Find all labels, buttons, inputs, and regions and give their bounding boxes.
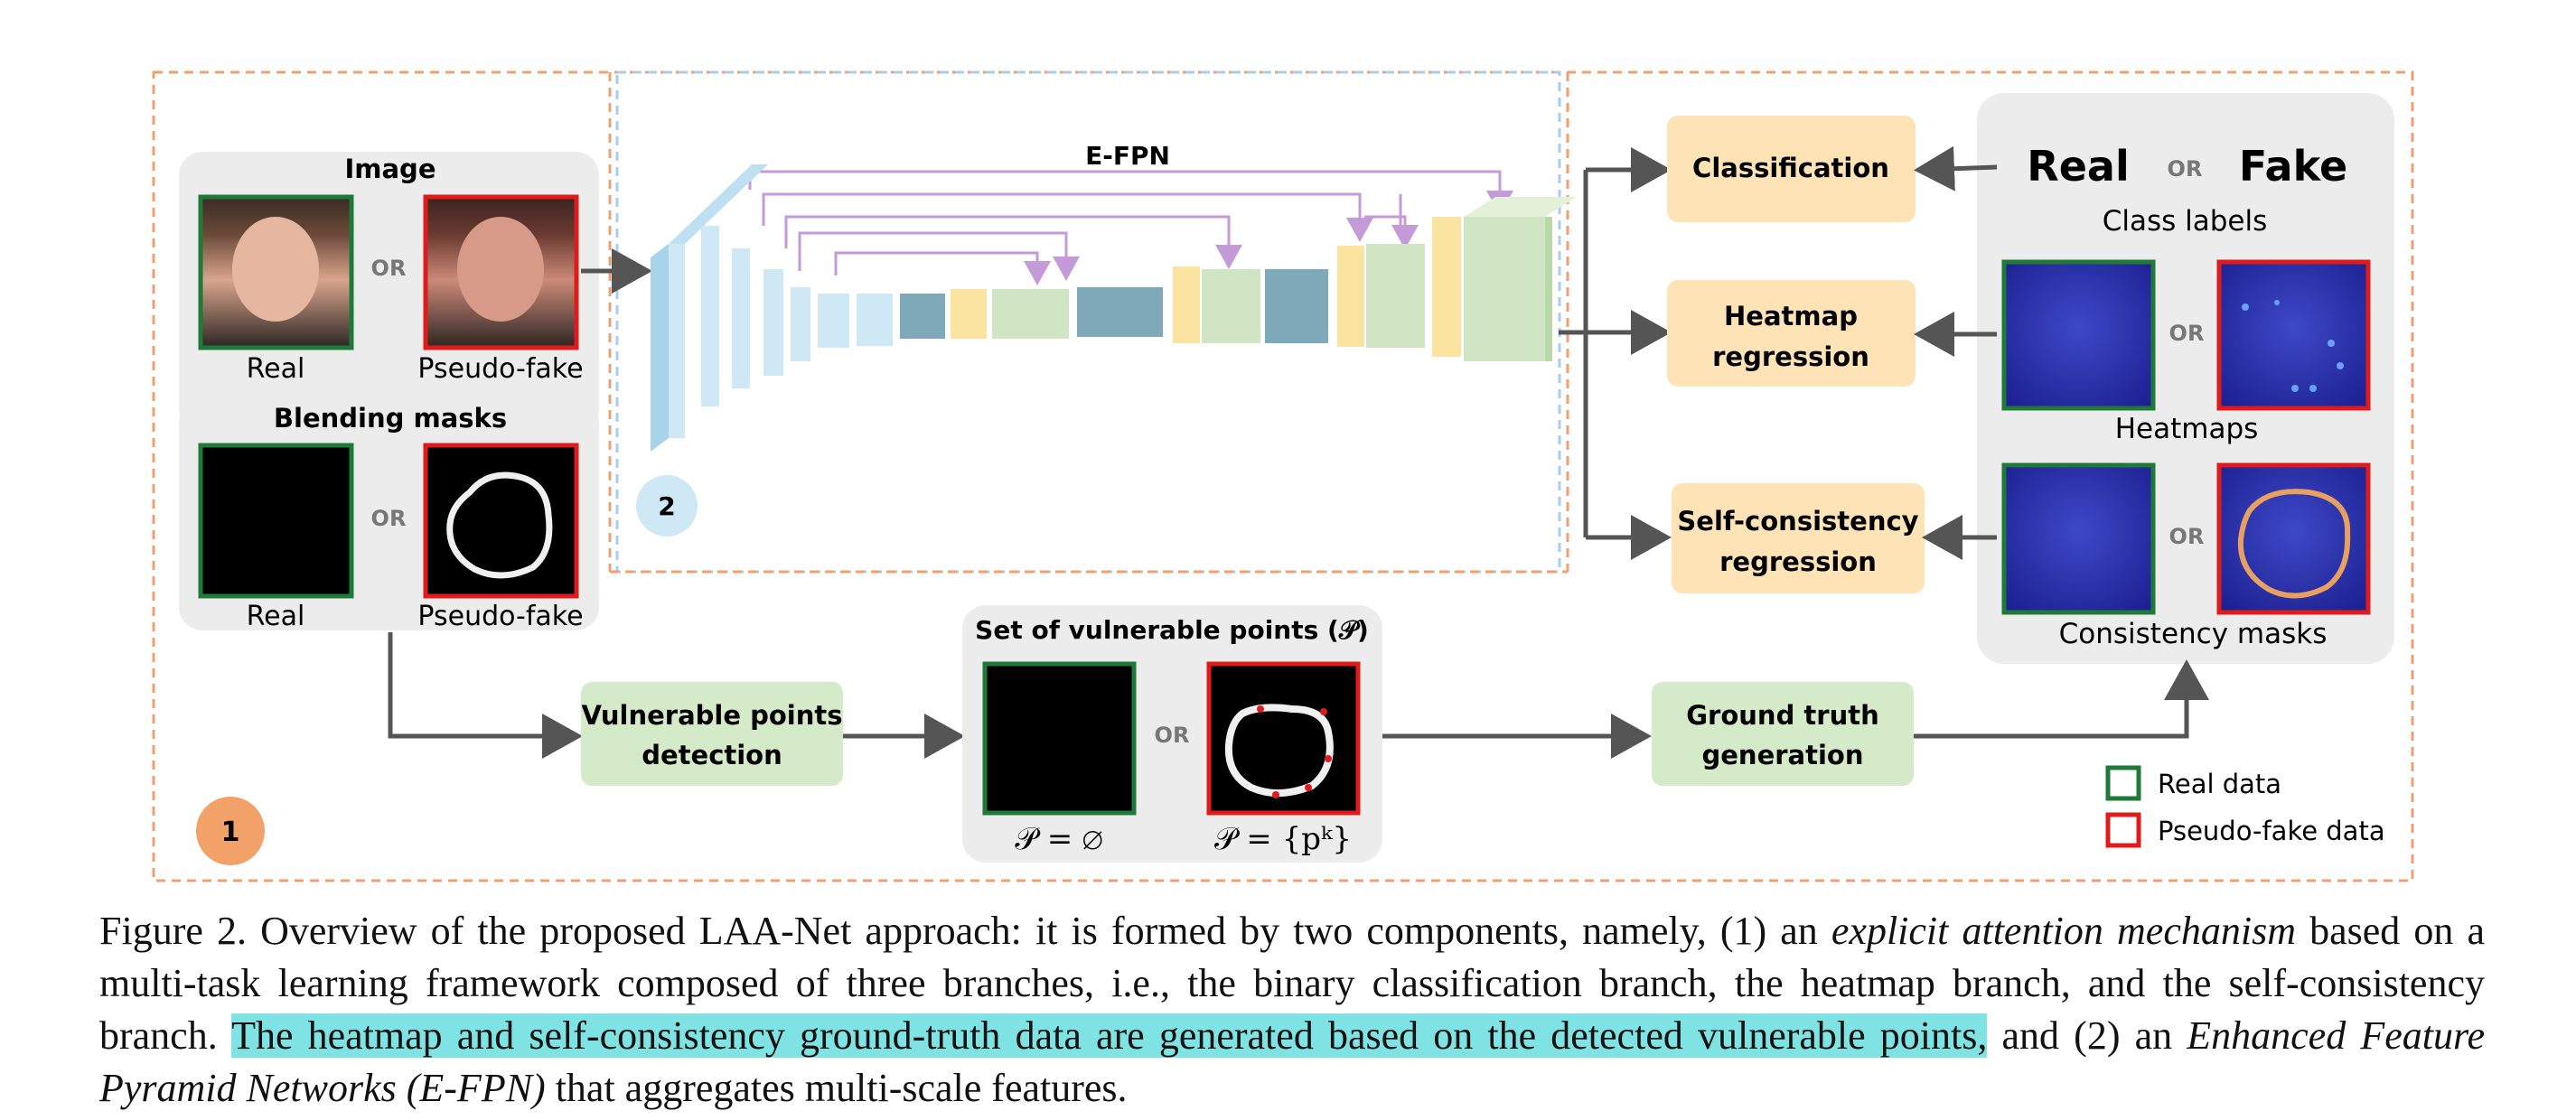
mask-fake-label: Pseudo-fake	[417, 601, 583, 632]
classification-head	[1667, 116, 1916, 222]
caption-italic-attention: explicit attention mechanism	[1831, 909, 2296, 953]
vpd-line2: detection	[642, 740, 782, 770]
target-fake-label: Fake	[2239, 142, 2347, 191]
efpn-label: E-FPN	[1085, 141, 1170, 171]
blend-mask-contour	[446, 471, 553, 579]
gtg-line1: Ground truth	[1686, 700, 1879, 731]
empty-set-image	[982, 661, 1137, 816]
legend-fake-label: Pseudo-fake data	[2158, 816, 2385, 846]
decoder-blocks	[1173, 197, 1577, 361]
legend-fake-swatch	[2105, 812, 2141, 848]
region-2-badge	[636, 475, 698, 537]
caption-suffix: that aggregates multi-scale features.	[545, 1066, 1128, 1110]
legend-real-label: Real data	[2158, 769, 2281, 799]
consistency-head-line1: Self-consistency	[1677, 506, 1918, 537]
consistency-head-line2: regression	[1719, 546, 1877, 577]
class-labels-caption: Class labels	[2103, 205, 2268, 238]
image-or: OR	[371, 256, 407, 281]
mask-group-title: Blending masks	[274, 403, 507, 434]
fake-face-skin	[457, 217, 544, 322]
architecture-diagram: Image OR Real Pseudo-fake Blending masks…	[152, 70, 2414, 882]
vulnerable-point-markers	[1257, 705, 1332, 798]
branch-arrows	[1559, 147, 1672, 560]
caption-italic-efpn: Enhanced Feature Pyramid Networks (E-FPN…	[99, 1013, 2485, 1110]
mask-or: OR	[371, 506, 407, 531]
region-1-number: 1	[221, 817, 240, 848]
heatmaps-caption: Heatmaps	[2115, 413, 2259, 445]
caption-prefix: Figure 2. Overview of the proposed LAA-N…	[99, 909, 1831, 953]
figure-caption: Figure 2. Overview of the proposed LAA-N…	[99, 905, 2485, 1115]
target-arrows	[1914, 145, 1998, 560]
ground-truth-generation-box	[1652, 682, 1914, 786]
image-real-label: Real	[247, 353, 305, 385]
caption-highlight: The heatmap and self-consistency ground-…	[231, 1013, 1988, 1058]
vulnerable-set-or: OR	[1155, 723, 1190, 748]
real-consistency-image	[2001, 462, 2156, 615]
vulnerable-points-detection-box	[581, 682, 843, 786]
caption-mid2: and (2) an	[1987, 1013, 2187, 1058]
efpn-network: E-FPN	[636, 141, 1577, 537]
point-set-image	[1206, 661, 1361, 816]
region-1-badge	[196, 797, 265, 865]
legend: Real data Pseudo-fake data	[2105, 765, 2385, 848]
consistency-head	[1672, 483, 1925, 593]
real-face-skin	[232, 217, 319, 322]
encoder-blocks	[651, 164, 1163, 452]
legend-real-swatch	[2105, 765, 2141, 801]
image-fake-label: Pseudo-fake	[417, 353, 583, 385]
vulnerable-set-title: Set of vulnerable points (𝒫)	[975, 615, 1369, 645]
target-or: OR	[2168, 156, 2203, 182]
point-set-formula: 𝒫 = {pᵏ}	[1214, 821, 1352, 857]
consistency-or: OR	[2169, 524, 2205, 549]
real-heatmap-image	[2001, 259, 2156, 411]
heatmap-points	[2242, 300, 2344, 392]
caption-paragraph: Figure 2. Overview of the proposed LAA-N…	[99, 905, 2485, 1115]
image-group-title: Image	[344, 154, 436, 184]
heatmap-head	[1667, 280, 1916, 387]
region-2-number: 2	[658, 491, 675, 521]
empty-set-formula: 𝒫 = ∅	[1015, 821, 1102, 857]
caption-mid1: based on a multi-task learning framework…	[99, 909, 2486, 1058]
consistency-ring	[2237, 489, 2351, 599]
target-real-label: Real	[2027, 142, 2129, 191]
heatmap-head-line2: regression	[1712, 341, 1869, 372]
consistency-masks-caption: Consistency masks	[2059, 618, 2328, 650]
fake-heatmap-image	[2216, 259, 2371, 411]
real-mask-image	[198, 443, 354, 599]
gtg-line2: generation	[1702, 740, 1864, 770]
lower-pipeline-arrows	[388, 632, 2209, 759]
vpd-line1: Vulnerable points	[581, 700, 842, 731]
point-set-contour	[1224, 704, 1334, 798]
heatmap-or: OR	[2169, 321, 2205, 346]
classification-head-label: Classification	[1692, 153, 1889, 183]
heatmap-head-line1: Heatmap	[1724, 301, 1858, 331]
mask-real-label: Real	[247, 601, 305, 632]
